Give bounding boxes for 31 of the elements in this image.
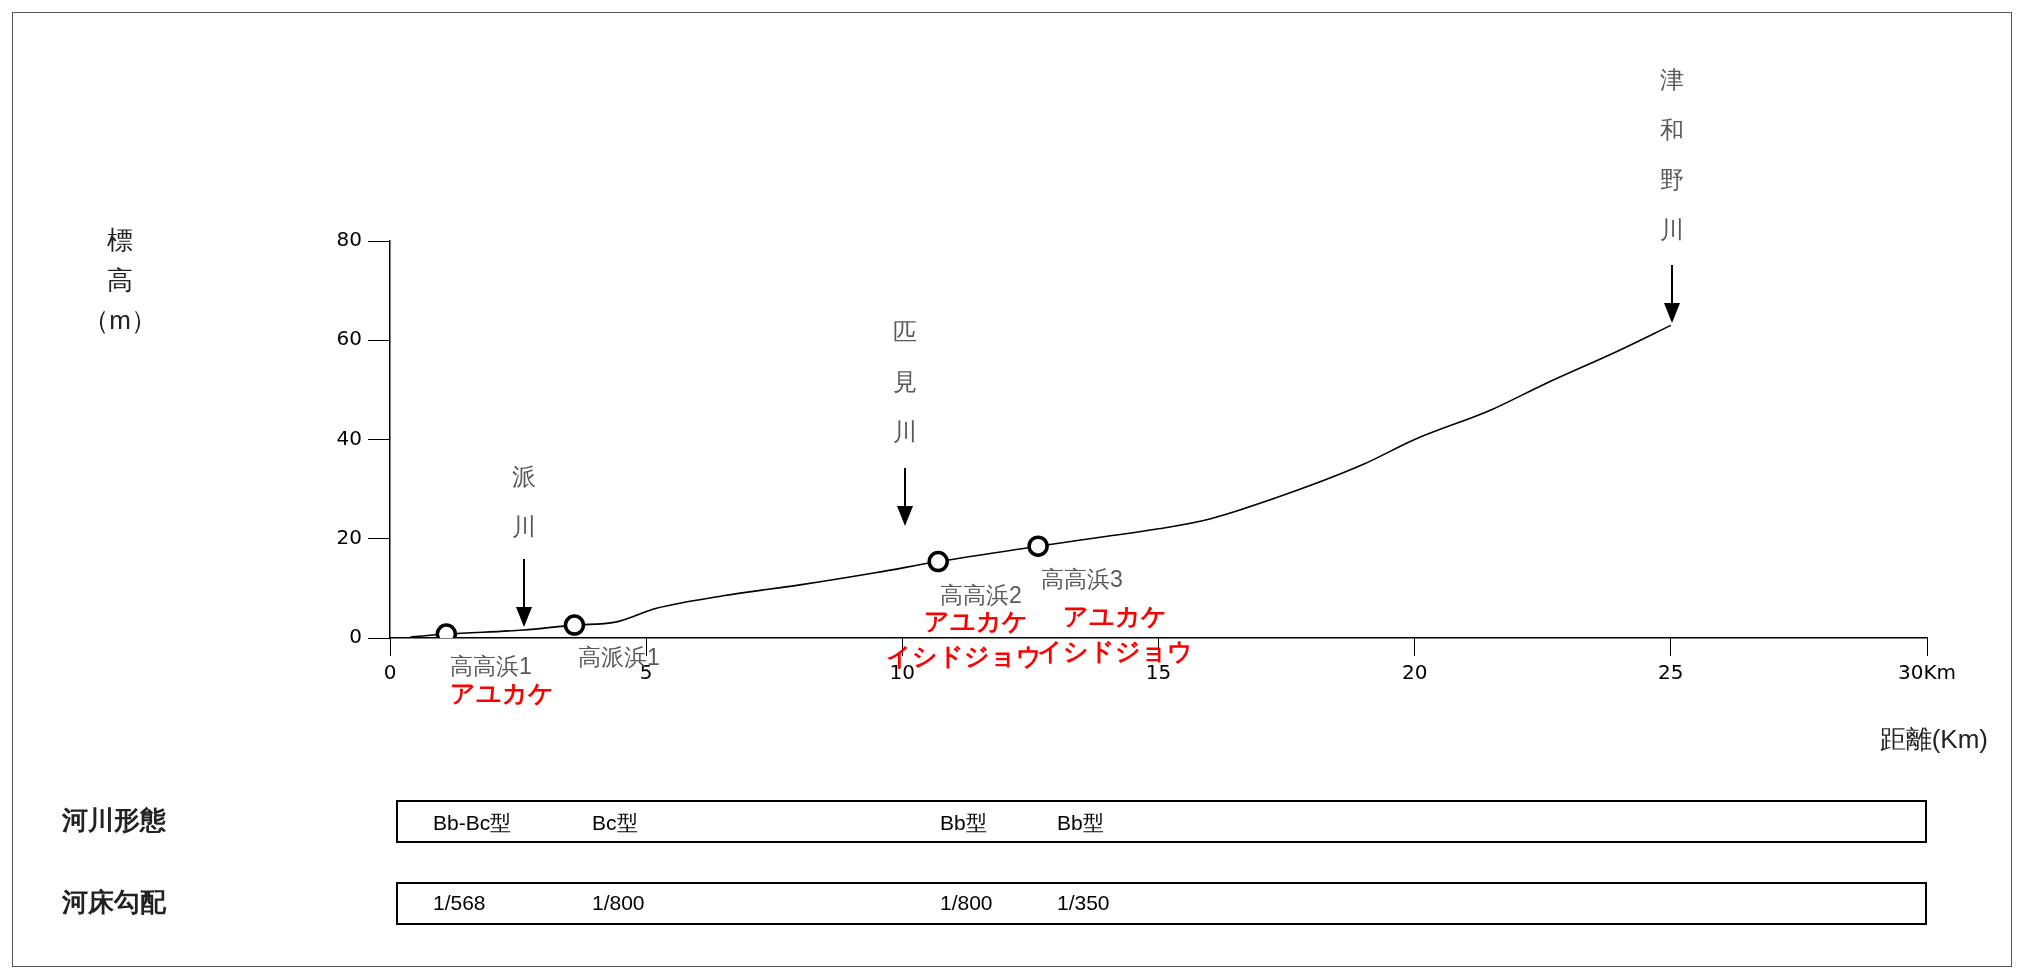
text: Bb型: [1057, 811, 1104, 834]
category-label: 河床勾配: [62, 887, 166, 917]
text: Bb型: [940, 811, 987, 834]
x-axis-title: 距離(Km): [1879, 723, 1988, 756]
y-tick-label: 20: [336, 524, 362, 549]
y-tick-label: 0: [349, 624, 362, 649]
x-tick-label: 25: [1658, 660, 1684, 685]
text: Bb-Bc型: [433, 811, 512, 834]
data-label: 高高浜3: [1041, 564, 1123, 594]
x-tick-label: 20: [1401, 660, 1428, 685]
annotation: アユカケ: [1063, 600, 1167, 632]
data-label: 高高浜1: [450, 651, 532, 681]
text: アユカケ: [450, 678, 554, 709]
text: 1/800: [940, 891, 993, 914]
y-tick-label: 80: [336, 227, 362, 252]
x-tick-label: 0: [383, 660, 397, 685]
y-tick-label: 40: [336, 425, 362, 450]
annotation: 派川: [512, 463, 536, 540]
text: 1/800: [592, 891, 645, 914]
text: 1/350: [1057, 891, 1110, 914]
text: 1/568: [433, 891, 486, 914]
text: Bc型: [592, 811, 638, 834]
x-tick-label: 30Km: [1897, 660, 1957, 685]
y-axis-title: 標高（m）: [82, 224, 158, 337]
annotation: 津和野川: [1660, 66, 1684, 243]
point: [1027, 535, 1049, 557]
point: [927, 550, 949, 573]
annotation: 匹見川: [893, 318, 917, 445]
point: [563, 614, 586, 636]
y-tick-label: 60: [336, 326, 362, 351]
category-label: 河川形態: [62, 805, 166, 835]
